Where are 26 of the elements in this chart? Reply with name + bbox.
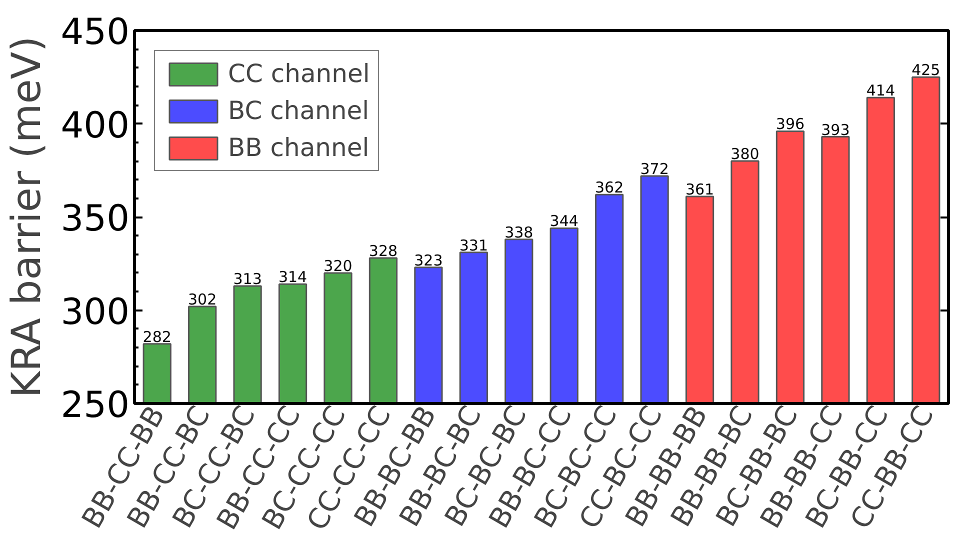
data-label: 338 (504, 223, 534, 242)
y-axis-title: KRA barrier (meV) (4, 36, 50, 398)
y-tick-label: 450 (60, 12, 130, 53)
data-label: 331 (459, 236, 488, 254)
data-label: 302 (188, 290, 217, 309)
data-label: 362 (595, 178, 624, 197)
data-label: 372 (640, 160, 669, 178)
legend-label: BB channel (228, 133, 370, 162)
data-label: 320 (324, 256, 352, 275)
data-label: 380 (730, 145, 760, 164)
y-tick-label: 350 (60, 198, 130, 240)
data-label: 393 (821, 120, 850, 139)
data-label: 425 (912, 61, 940, 80)
legend-label: BC channel (228, 96, 370, 125)
data-label: 344 (550, 212, 578, 230)
data-label: 414 (866, 82, 895, 100)
y-tick-label: 400 (60, 105, 130, 146)
data-label: 313 (233, 270, 262, 288)
legend-label: CC channel (228, 59, 370, 88)
data-label: 361 (685, 180, 714, 198)
data-label: 396 (776, 115, 805, 134)
data-label: 323 (414, 251, 443, 270)
y-tick-label: 300 (60, 292, 130, 333)
data-label: 282 (142, 328, 172, 346)
data-label: 328 (368, 242, 398, 260)
data-label: 314 (278, 268, 308, 286)
